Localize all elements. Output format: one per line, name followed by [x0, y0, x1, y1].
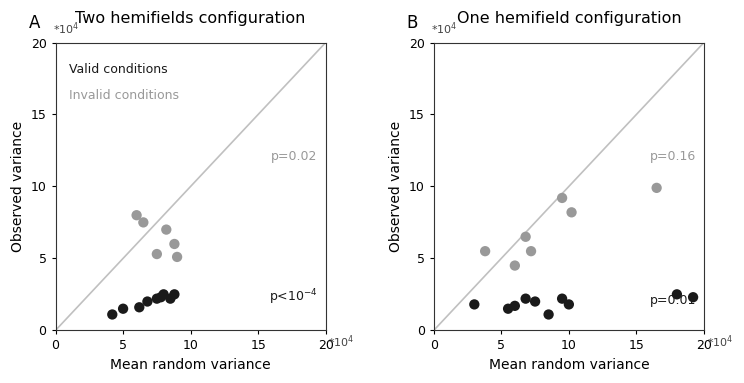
Text: $\mathdefault{*10^4}$: $\mathdefault{*10^4}$ — [328, 333, 355, 350]
Text: $\mathdefault{*10^4}$: $\mathdefault{*10^4}$ — [707, 333, 733, 350]
Point — [151, 251, 163, 257]
Point — [525, 248, 537, 254]
Point — [563, 301, 575, 308]
X-axis label: Mean random variance: Mean random variance — [110, 358, 271, 372]
Point — [168, 291, 180, 298]
Point — [520, 234, 532, 240]
Point — [509, 303, 521, 309]
Point — [106, 311, 118, 318]
Point — [557, 296, 568, 302]
Text: A: A — [28, 14, 40, 32]
Point — [502, 306, 514, 312]
Point — [164, 296, 176, 302]
Point — [565, 209, 577, 215]
Text: $\mathdefault{*10^4}$: $\mathdefault{*10^4}$ — [431, 20, 458, 37]
Point — [151, 296, 163, 302]
Y-axis label: Observed variance: Observed variance — [389, 121, 403, 252]
Point — [479, 248, 491, 254]
Point — [131, 212, 143, 218]
Text: p<10$^{-4}$: p<10$^{-4}$ — [269, 288, 318, 307]
Point — [138, 219, 150, 226]
Point — [671, 291, 683, 298]
Point — [520, 296, 532, 302]
Text: B: B — [407, 14, 418, 32]
Point — [557, 195, 568, 201]
Point — [133, 304, 145, 310]
Text: p=0.02: p=0.02 — [271, 151, 318, 164]
Point — [509, 262, 521, 268]
Text: $\mathdefault{*10^4}$: $\mathdefault{*10^4}$ — [53, 20, 80, 37]
Point — [158, 291, 170, 298]
Title: Two hemifields configuration: Two hemifields configuration — [75, 11, 306, 26]
Point — [168, 241, 180, 247]
X-axis label: Mean random variance: Mean random variance — [489, 358, 650, 372]
Text: Valid conditions: Valid conditions — [69, 63, 167, 76]
Point — [469, 301, 481, 308]
Text: Invalid conditions: Invalid conditions — [69, 88, 179, 101]
Title: One hemifield configuration: One hemifield configuration — [457, 11, 682, 26]
Point — [651, 185, 663, 191]
Point — [117, 306, 129, 312]
Y-axis label: Observed variance: Observed variance — [11, 121, 25, 252]
Text: p=0.01: p=0.01 — [650, 294, 696, 307]
Point — [529, 298, 541, 304]
Point — [155, 294, 167, 300]
Point — [161, 226, 173, 232]
Point — [171, 254, 183, 260]
Point — [141, 298, 153, 304]
Text: p=0.16: p=0.16 — [650, 151, 696, 164]
Point — [542, 311, 554, 318]
Point — [687, 294, 699, 300]
